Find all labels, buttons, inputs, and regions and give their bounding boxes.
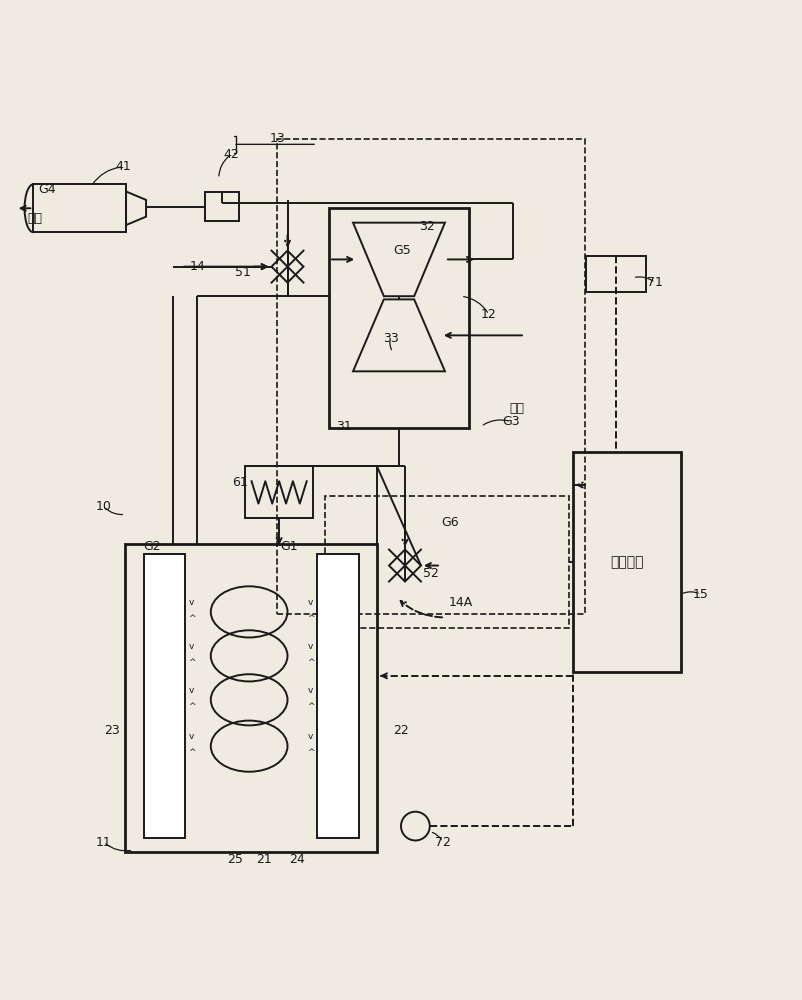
Text: ^: ^ bbox=[188, 658, 196, 667]
Bar bbox=[317, 554, 358, 838]
Text: v: v bbox=[189, 732, 194, 741]
Bar bbox=[325, 496, 569, 628]
Text: G1: G1 bbox=[280, 540, 298, 553]
Bar bbox=[586, 256, 646, 292]
Text: 24: 24 bbox=[290, 853, 305, 866]
Text: 14A: 14A bbox=[449, 596, 473, 609]
Text: 空气: 空气 bbox=[509, 402, 525, 415]
Text: G6: G6 bbox=[442, 516, 460, 529]
Text: 71: 71 bbox=[647, 276, 663, 289]
Bar bbox=[329, 208, 469, 428]
Text: 22: 22 bbox=[393, 724, 409, 737]
Text: ^: ^ bbox=[307, 658, 314, 667]
Text: 15: 15 bbox=[693, 588, 709, 601]
Bar bbox=[34, 184, 126, 232]
Text: G5: G5 bbox=[394, 244, 411, 257]
Text: G4: G4 bbox=[38, 183, 56, 196]
Text: 控制装置: 控制装置 bbox=[610, 555, 643, 569]
Text: 25: 25 bbox=[227, 853, 243, 866]
Text: 10: 10 bbox=[95, 500, 111, 513]
Bar bbox=[144, 554, 185, 838]
Text: 21: 21 bbox=[256, 853, 271, 866]
Bar bbox=[573, 452, 681, 672]
Text: 51: 51 bbox=[235, 266, 251, 279]
Text: G3: G3 bbox=[503, 415, 520, 428]
Text: 31: 31 bbox=[335, 420, 351, 433]
Text: 41: 41 bbox=[115, 160, 132, 173]
Text: v: v bbox=[189, 686, 194, 695]
Text: 13: 13 bbox=[269, 132, 285, 145]
Text: ^: ^ bbox=[188, 702, 196, 711]
Text: 33: 33 bbox=[383, 332, 399, 345]
Text: v: v bbox=[189, 642, 194, 651]
Text: 42: 42 bbox=[223, 148, 239, 161]
Text: v: v bbox=[189, 598, 194, 607]
Text: ^: ^ bbox=[188, 614, 196, 623]
Text: 52: 52 bbox=[423, 567, 439, 580]
Text: 32: 32 bbox=[419, 220, 435, 233]
Text: ^: ^ bbox=[188, 748, 196, 757]
Text: v: v bbox=[308, 686, 314, 695]
Text: 72: 72 bbox=[435, 836, 451, 849]
Text: v: v bbox=[308, 642, 314, 651]
Text: v: v bbox=[308, 598, 314, 607]
Text: ^: ^ bbox=[307, 702, 314, 711]
Text: ^: ^ bbox=[307, 614, 314, 623]
Text: 11: 11 bbox=[95, 836, 111, 849]
Text: 61: 61 bbox=[232, 476, 248, 489]
Text: v: v bbox=[308, 732, 314, 741]
Text: 23: 23 bbox=[103, 724, 119, 737]
Bar bbox=[205, 192, 239, 221]
Text: 14: 14 bbox=[189, 260, 205, 273]
Text: ^: ^ bbox=[307, 748, 314, 757]
Text: 废气: 废气 bbox=[27, 212, 43, 225]
Bar bbox=[125, 544, 377, 852]
Bar bbox=[245, 466, 313, 518]
Text: G2: G2 bbox=[143, 540, 160, 553]
Bar bbox=[277, 139, 585, 614]
Text: 12: 12 bbox=[481, 308, 496, 321]
